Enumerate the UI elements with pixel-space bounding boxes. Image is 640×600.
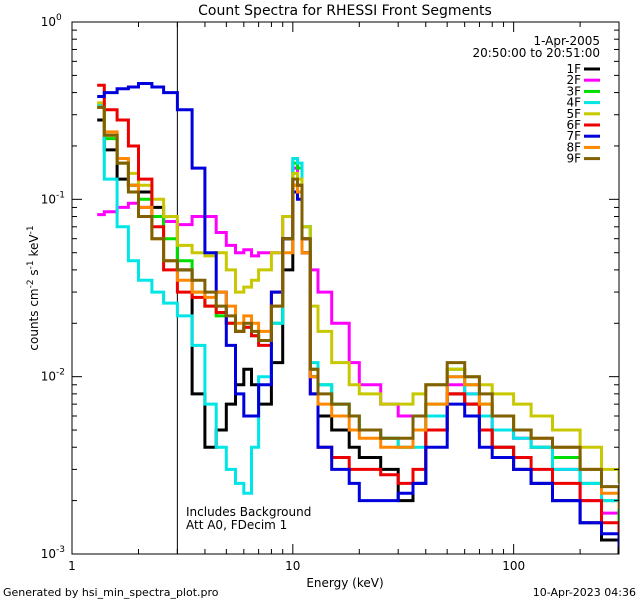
y-tick-exponent: -1	[56, 190, 65, 200]
legend-label-3F: 3F	[566, 84, 581, 98]
legend-label-7F: 7F	[566, 129, 581, 143]
annotation-attenuator: Att A0, FDecim 1	[186, 518, 287, 532]
legend-label-9F: 9F	[566, 152, 581, 166]
legend-label-5F: 5F	[566, 107, 581, 121]
y-label-exponent: -1	[26, 260, 36, 269]
legend-date: 1-Apr-2005	[533, 34, 600, 48]
x-tick-label: 10	[285, 559, 300, 573]
x-tick-label: 1	[68, 559, 76, 573]
legend-label-8F: 8F	[566, 140, 581, 154]
series-line-4F	[97, 103, 619, 509]
legend-label-2F: 2F	[566, 73, 581, 87]
y-tick-exponent: 0	[56, 13, 62, 23]
y-label-unit: s	[27, 269, 41, 279]
series-line-5F	[97, 101, 619, 484]
x-axis-label: Energy (keV)	[306, 576, 383, 590]
plot-frame	[71, 21, 620, 555]
series-line-9F	[97, 105, 619, 501]
legend-label-1F: 1F	[566, 62, 581, 76]
y-label-exponent: -1	[26, 225, 36, 234]
y-axis-label: counts cm-2 s-1 keV-1	[26, 225, 41, 350]
series-layer	[97, 82, 619, 554]
legend-label-6F: 6F	[566, 118, 581, 132]
chart-title: Count Spectra for RHESSI Front Segments	[198, 3, 492, 19]
y-label-unit: keV	[27, 234, 41, 261]
y-tick-label: 10	[41, 192, 56, 206]
y-tick-label: 10	[41, 547, 56, 561]
legend-label-4F: 4F	[566, 96, 581, 110]
y-tick-exponent: -3	[56, 545, 65, 555]
y-label-exponent: -2	[26, 279, 36, 288]
footer-generated-by: Generated by hsi_min_spectra_plot.pro	[3, 586, 219, 599]
y-label-unit: counts cm	[27, 288, 41, 350]
y-tick-label: 10	[41, 370, 56, 384]
footer-timestamp: 10-Apr-2023 04:36	[533, 586, 636, 599]
x-tick-label: 100	[502, 559, 525, 573]
legend-time-range: 20:50:00 to 20:51:00	[473, 46, 600, 60]
annotation-background: Includes Background	[186, 505, 311, 519]
y-tick-exponent: -2	[56, 368, 65, 378]
legend: 1-Apr-2005 20:50:00 to 20:51:00 1F2F3F4F…	[473, 34, 600, 166]
y-tick-label: 10	[41, 15, 56, 29]
